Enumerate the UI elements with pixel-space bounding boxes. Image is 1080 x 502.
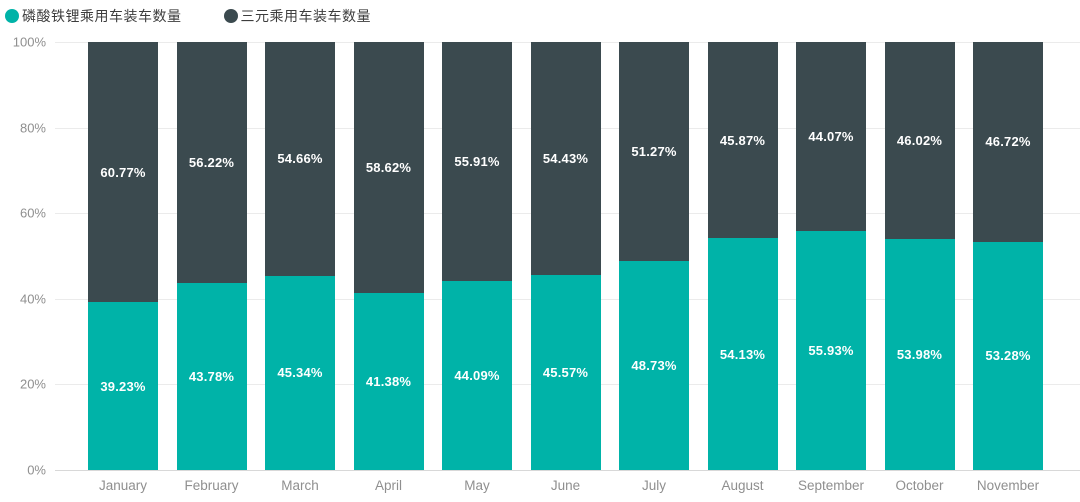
bar-segment-lfp-may[interactable]: 44.09% (442, 281, 512, 470)
bar-segment-lfp-august[interactable]: 54.13% (707, 238, 778, 470)
bar-segment-lfp-october[interactable]: 53.98% (884, 238, 955, 470)
value-label-ternary-february: 56.22% (188, 154, 235, 170)
x-tick-october: October (895, 478, 944, 493)
bars-container: 60.77% 39.23% 56.22% 43.78% 54.66% 45.34% 58.6… (88, 42, 1043, 470)
bar-segment-ternary-may[interactable]: 55.91% (442, 42, 512, 282)
value-label-ternary-march: 54.66% (277, 151, 323, 167)
value-label-lfp-november: 53.28% (985, 348, 1031, 364)
bar-august: 45.87% 54.13% (707, 42, 778, 470)
bar-segment-lfp-january[interactable]: 39.23% (88, 302, 158, 470)
y-tick-20: 20% (19, 376, 46, 392)
y-tick-100: 100% (12, 34, 46, 50)
bar-segment-ternary-january[interactable]: 60.77% (88, 42, 158, 303)
legend: 磷酸铁锂乘用车装车数量 三元乘用车装车数量 (5, 6, 371, 26)
bar-segment-ternary-march[interactable]: 54.66% (265, 42, 335, 276)
value-label-lfp-march: 45.34% (277, 365, 323, 381)
bar-october: 46.02% 53.98% (884, 42, 955, 470)
bar-segment-lfp-april[interactable]: 41.38% (353, 292, 424, 470)
legend-dot-lfp-icon (5, 9, 19, 23)
bar-segment-lfp-february[interactable]: 43.78% (176, 282, 247, 470)
x-tick-may: May (464, 478, 490, 493)
value-label-ternary-july: 51.27% (631, 144, 677, 160)
value-label-ternary-september: 44.07% (808, 128, 854, 144)
bar-segment-ternary-august[interactable]: 45.87% (707, 42, 778, 239)
value-label-ternary-august: 45.87% (719, 132, 766, 148)
bar-february: 56.22% 43.78% (176, 42, 247, 470)
bar-segment-ternary-june[interactable]: 54.43% (530, 42, 601, 275)
y-axis: 0% 20% 40% 60% 80% 100% (0, 35, 48, 478)
bar-segment-lfp-march[interactable]: 45.34% (265, 275, 335, 470)
bar-march: 54.66% 45.34% (265, 42, 335, 470)
y-tick-80: 80% (19, 120, 46, 136)
bar-september: 44.07% 55.93% (796, 42, 866, 470)
value-label-ternary-june: 54.43% (542, 150, 589, 166)
x-tick-march: March (281, 478, 319, 493)
bar-segment-lfp-july[interactable]: 48.73% (619, 261, 689, 470)
gridline-0 (55, 470, 1080, 471)
x-tick-april: April (374, 478, 402, 493)
value-label-lfp-february: 43.78% (188, 368, 235, 384)
bar-april: 58.62% 41.38% (353, 42, 424, 470)
legend-label-lfp: 磷酸铁锂乘用车装车数量 (22, 8, 182, 24)
value-label-ternary-april: 58.62% (365, 159, 412, 175)
bar-segment-lfp-november[interactable]: 53.28% (973, 241, 1043, 470)
value-label-lfp-may: 44.09% (454, 368, 500, 384)
legend-dot-ternary-icon (223, 9, 238, 23)
y-tick-0: 0% (27, 462, 46, 478)
value-label-ternary-january: 60.77% (100, 164, 146, 180)
value-label-ternary-october: 46.02% (896, 132, 943, 148)
value-label-ternary-november: 46.72% (985, 134, 1031, 150)
bar-may: 55.91% 44.09% (442, 42, 512, 470)
bar-segment-ternary-july[interactable]: 51.27% (619, 42, 689, 262)
legend-item-ternary[interactable]: 三元乘用车装车数量 (223, 6, 372, 26)
bar-segment-ternary-october[interactable]: 46.02% (884, 42, 955, 239)
bar-segment-ternary-november[interactable]: 46.72% (973, 42, 1043, 242)
bar-segment-ternary-february[interactable]: 56.22% (176, 42, 247, 283)
plot-area: 60.77% 39.23% 56.22% 43.78% 54.66% 45.34% 58.6… (55, 42, 1080, 471)
value-label-lfp-october: 53.98% (896, 346, 943, 362)
bar-segment-ternary-april[interactable]: 58.62% (353, 42, 424, 293)
y-tick-60: 60% (19, 205, 46, 221)
value-label-lfp-june: 45.57% (542, 364, 589, 380)
bar-november: 46.72% 53.28% (973, 42, 1043, 470)
legend-item-lfp[interactable]: 磷酸铁锂乘用车装车数量 (5, 6, 182, 26)
x-tick-july: July (641, 478, 666, 493)
bar-july: 51.27% 48.73% (619, 42, 689, 470)
bar-segment-lfp-september[interactable]: 55.93% (796, 230, 866, 470)
x-tick-january: January (98, 478, 148, 493)
value-label-lfp-april: 41.38% (365, 373, 412, 389)
x-tick-february: February (184, 478, 239, 493)
value-label-lfp-january: 39.23% (100, 378, 146, 394)
x-axis: January February March April May June July Augu… (88, 478, 1043, 493)
bar-segment-lfp-june[interactable]: 45.57% (530, 274, 601, 470)
x-tick-august: August (721, 478, 764, 493)
value-label-ternary-may: 55.91% (454, 154, 500, 170)
x-tick-november: November (976, 478, 1040, 493)
legend-label-ternary: 三元乘用车装车数量 (240, 8, 371, 24)
bar-june: 54.43% 45.57% (530, 42, 601, 470)
bar-segment-ternary-september[interactable]: 44.07% (796, 42, 866, 231)
x-tick-june: June (550, 478, 581, 493)
x-tick-september: September (797, 478, 865, 493)
bar-january: 60.77% 39.23% (88, 42, 158, 470)
value-label-lfp-august: 54.13% (719, 346, 766, 362)
value-label-lfp-july: 48.73% (631, 358, 677, 374)
value-label-lfp-september: 55.93% (808, 342, 854, 358)
y-tick-40: 40% (19, 291, 46, 307)
